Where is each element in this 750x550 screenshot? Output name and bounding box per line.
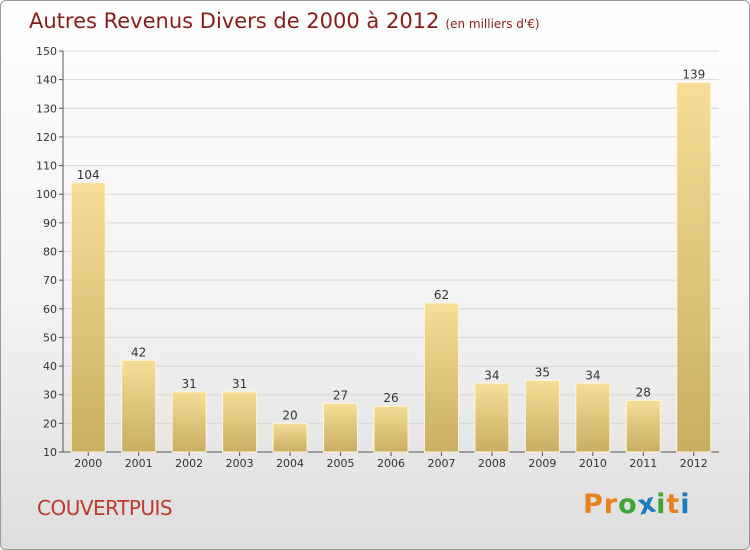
data-label: 62	[434, 288, 449, 302]
x-tick-label: 2007	[427, 457, 455, 470]
y-tick-label: 70	[43, 274, 57, 287]
data-label: 20	[282, 408, 297, 422]
chart-title: Autres Revenus Divers de 2000 à 2012 (en …	[29, 9, 540, 33]
chart-title-text: Autres Revenus Divers de 2000 à 2012	[29, 9, 440, 33]
y-tick-label: 100	[36, 188, 57, 201]
data-label: 31	[182, 377, 197, 391]
bar	[373, 405, 409, 453]
y-tick-label: 130	[36, 102, 57, 115]
x-tick-label: 2008	[478, 457, 506, 470]
bar	[474, 382, 510, 453]
city-name: COUVERTPUIS	[37, 496, 173, 520]
data-label: 26	[383, 391, 398, 405]
y-tick-label: 110	[36, 160, 57, 173]
bar	[121, 359, 157, 453]
logo-letter: i	[680, 489, 691, 520]
x-tick-label: 2011	[629, 457, 657, 470]
x-tick-label: 2006	[377, 457, 405, 470]
y-tick-label: 50	[43, 331, 57, 344]
x-tick-label: 2010	[579, 457, 607, 470]
x-tick-label: 2002	[175, 457, 203, 470]
x-tick-label: 2001	[125, 457, 153, 470]
logo-letter: o	[618, 489, 638, 520]
x-tick-label: 2003	[226, 457, 254, 470]
y-tick-label: 80	[43, 246, 57, 259]
x-tick-label: 2009	[528, 457, 556, 470]
y-tick-label: 30	[43, 389, 57, 402]
x-tick-label: 2000	[74, 457, 102, 470]
proxiti-logo: Proxiti	[583, 487, 691, 521]
logo-letter: t	[666, 489, 681, 520]
data-label: 42	[131, 345, 146, 359]
y-tick-label: 60	[43, 303, 57, 316]
y-tick-label: 10	[43, 446, 57, 459]
logo-letter: r	[603, 489, 619, 520]
y-tick-label: 90	[43, 217, 57, 230]
bar	[524, 379, 560, 453]
x-tick-label: 2012	[680, 457, 708, 470]
data-label: 27	[333, 388, 348, 402]
y-tick-label: 20	[43, 417, 57, 430]
y-tick-label: 140	[36, 74, 57, 87]
data-label: 139	[682, 68, 705, 82]
bar	[272, 422, 308, 453]
bar	[222, 391, 258, 453]
y-tick-label: 40	[43, 360, 57, 373]
bar	[575, 382, 611, 453]
data-label: 31	[232, 377, 247, 391]
data-label: 34	[484, 368, 499, 382]
bar	[323, 402, 359, 453]
chart-subtitle: (en milliers d'€)	[445, 17, 540, 31]
y-tick-label: 120	[36, 131, 57, 144]
x-tick-label: 2004	[276, 457, 304, 470]
data-label: 35	[535, 365, 550, 379]
bar	[676, 82, 712, 453]
y-tick-label: 150	[36, 45, 57, 58]
bar	[423, 302, 459, 453]
logo-letter: P	[583, 489, 604, 520]
x-tick-label: 2005	[327, 457, 355, 470]
bar	[625, 399, 661, 453]
bar	[70, 182, 106, 453]
bar	[171, 391, 207, 453]
data-label: 28	[636, 385, 651, 399]
logo-letter: i	[656, 489, 667, 520]
data-label: 104	[77, 168, 100, 182]
data-label: 34	[585, 368, 600, 382]
